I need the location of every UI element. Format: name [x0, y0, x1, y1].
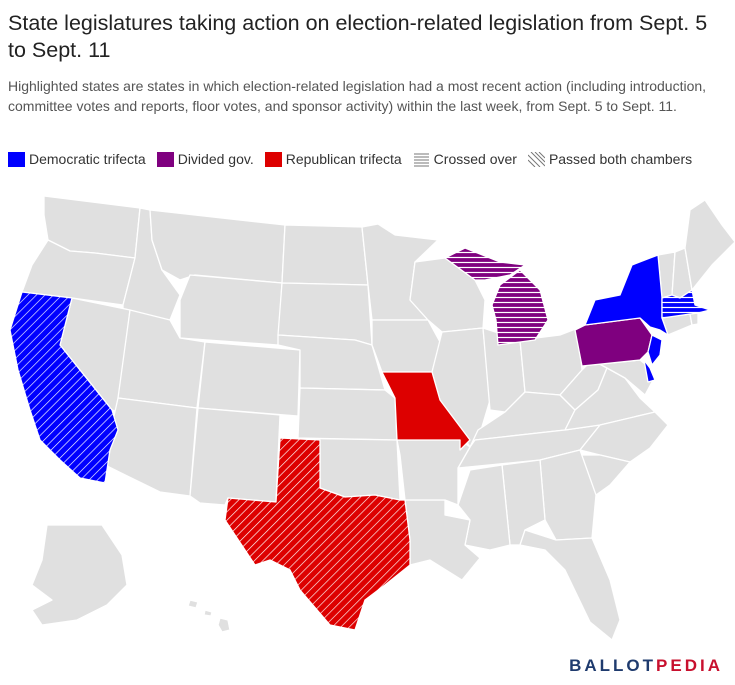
- state-missouri: [381, 371, 471, 451]
- legend-label-passed: Passed both chambers: [548, 151, 693, 167]
- subtitle: Highlighted states are states in which e…: [8, 78, 707, 114]
- us-map: [0, 185, 735, 645]
- legend-item-crossed: Crossed over: [413, 151, 517, 167]
- legend: Democratic trifecta Divided gov. Republi…: [8, 150, 703, 168]
- california-hatch: [10, 292, 118, 483]
- brand-part1: BALLOT: [569, 656, 657, 675]
- legend-label-democratic: Democratic trifecta: [29, 151, 146, 167]
- highlighted-states: [9, 247, 711, 631]
- legend-label-divided: Divided gov.: [177, 151, 254, 167]
- ballotpedia-logo: BALLOTPEDIA: [569, 656, 723, 676]
- state-hawaii: [187, 599, 231, 633]
- state-montana: [149, 209, 286, 284]
- legend-item-republican: Republican trifecta: [264, 151, 402, 167]
- state-new-jersey: [647, 334, 663, 366]
- state-delaware: [643, 359, 656, 383]
- state-north-dakota: [281, 224, 369, 286]
- state-iowa: [371, 319, 441, 373]
- brand-part2: PEDIA: [656, 656, 723, 675]
- page-title: State legislatures taking action on elec…: [8, 11, 708, 62]
- legend-item-democratic: Democratic trifecta: [8, 151, 146, 167]
- state-kansas: [297, 387, 398, 441]
- state-arkansas: [396, 439, 471, 506]
- legend-label-republican: Republican trifecta: [285, 151, 402, 167]
- legend-label-crossed: Crossed over: [433, 151, 517, 167]
- state-wyoming: [179, 274, 283, 346]
- texas-hatch: [225, 438, 410, 630]
- massachusetts-hatch: [662, 290, 710, 318]
- state-arizona: [104, 397, 198, 497]
- state-rhode-island: [689, 312, 699, 326]
- state-florida: [519, 529, 621, 641]
- republican-swatch: [264, 151, 282, 167]
- state-maine: [684, 199, 735, 291]
- diagonal-lines-icon: [527, 151, 545, 167]
- state-new-mexico: [189, 407, 281, 506]
- horizontal-lines-icon: [413, 153, 429, 166]
- legend-item-passed: Passed both chambers: [527, 151, 693, 167]
- legend-item-divided: Divided gov.: [156, 151, 254, 167]
- michigan-hatch: [445, 248, 548, 345]
- state-colorado: [197, 341, 301, 417]
- state-virginia: [564, 367, 656, 431]
- divided-swatch: [156, 151, 174, 167]
- state-alaska: [31, 524, 128, 626]
- state-mississippi: [457, 464, 511, 551]
- us-map-svg: [9, 195, 735, 641]
- democratic-swatch: [8, 151, 25, 167]
